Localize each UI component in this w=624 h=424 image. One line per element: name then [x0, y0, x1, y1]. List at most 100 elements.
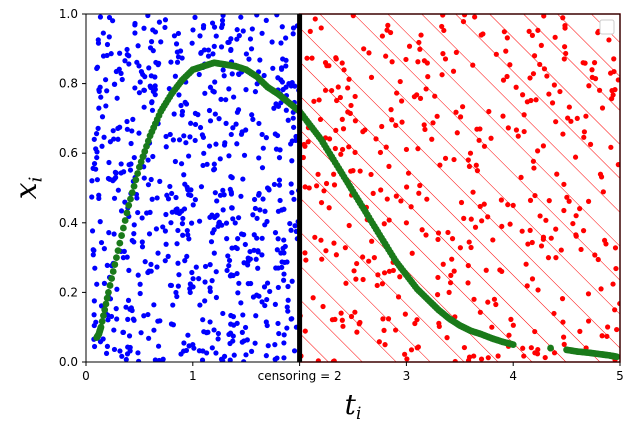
plot-frame: [85, 13, 621, 363]
uncensored-point: [126, 267, 132, 273]
censored-point: [562, 44, 568, 50]
uncensored-point: [253, 256, 259, 262]
uncensored-point: [272, 356, 278, 362]
uncensored-point: [175, 260, 181, 266]
censored-point: [521, 128, 527, 135]
uncensored-point: [223, 120, 229, 126]
censored-point: [551, 310, 557, 317]
uncensored-point: [175, 54, 182, 60]
uncensored-point: [223, 220, 230, 226]
curve-point: [116, 239, 124, 247]
censored-point: [384, 196, 390, 202]
censored-point: [490, 237, 496, 243]
censored-point: [434, 292, 441, 298]
uncensored-point: [137, 281, 143, 287]
uncensored-point: [207, 262, 213, 268]
censored-point: [386, 268, 393, 274]
censored-point: [498, 197, 504, 203]
uncensored-point: [176, 137, 183, 143]
uncensored-point: [124, 46, 130, 53]
uncensored-point: [192, 121, 199, 128]
censored-point: [415, 146, 421, 152]
uncensored-point: [210, 51, 216, 57]
censored-point: [526, 28, 532, 34]
uncensored-point: [270, 65, 276, 71]
uncensored-point: [273, 265, 279, 271]
censored-point: [577, 328, 583, 334]
curve-point: [118, 232, 125, 239]
x-axis-label: ti: [345, 388, 362, 423]
uncensored-point: [117, 348, 123, 354]
uncensored-point: [129, 128, 135, 134]
censored-point: [474, 168, 481, 174]
censored-point: [323, 180, 330, 187]
uncensored-point: [132, 20, 138, 27]
uncensored-point: [241, 359, 247, 362]
uncensored-point: [205, 53, 212, 59]
censored-point: [442, 155, 449, 161]
uncensored-point: [122, 58, 128, 64]
censored-point: [499, 223, 505, 230]
uncensored-point: [215, 330, 221, 337]
uncensored-point: [169, 209, 175, 215]
censored-point: [552, 34, 558, 40]
uncensored-point: [96, 192, 102, 198]
uncensored-point: [252, 205, 259, 212]
censored-point: [318, 237, 324, 243]
uncensored-point: [89, 178, 95, 184]
censored-point: [409, 250, 415, 256]
uncensored-point: [93, 319, 99, 325]
uncensored-point: [175, 30, 182, 37]
censored-point: [485, 355, 491, 361]
uncensored-point: [107, 139, 113, 145]
uncensored-point: [259, 30, 265, 36]
censored-point: [541, 66, 548, 72]
uncensored-point: [187, 134, 193, 140]
censored-point: [326, 205, 332, 211]
censored-point: [471, 353, 477, 359]
uncensored-point: [189, 40, 195, 46]
uncensored-point: [281, 340, 287, 346]
censored-point: [510, 322, 516, 328]
curve-point: [101, 306, 109, 314]
uncensored-point: [115, 136, 121, 142]
censored-point: [395, 294, 402, 300]
censored-point: [572, 154, 579, 160]
uncensored-point: [211, 327, 217, 333]
uncensored-point: [187, 289, 193, 296]
uncensored-point: [145, 269, 151, 276]
censored-point: [354, 260, 360, 267]
uncensored-point: [281, 355, 287, 361]
censored-point: [608, 144, 614, 150]
uncensored-point: [135, 272, 141, 278]
uncensored-point: [247, 36, 254, 42]
curve-point: [109, 268, 117, 275]
censored-point: [423, 86, 429, 92]
uncensored-point: [117, 50, 123, 56]
censored-point: [614, 326, 620, 333]
censored-point: [348, 102, 354, 109]
uncensored-point: [200, 317, 206, 323]
uncensored-point: [127, 348, 133, 354]
curve-point: [137, 158, 145, 166]
censored-point: [544, 73, 550, 79]
uncensored-point: [104, 41, 111, 48]
uncensored-point: [281, 271, 287, 277]
censored-point: [505, 202, 511, 208]
uncensored-point: [125, 316, 131, 322]
uncensored-point: [174, 293, 180, 300]
censored-point: [546, 91, 552, 97]
censored-point: [599, 333, 605, 339]
censored-point: [393, 122, 399, 128]
uncensored-point: [216, 116, 222, 122]
uncensored-point: [94, 177, 100, 183]
censored-point: [380, 316, 386, 322]
uncensored-point: [125, 344, 131, 350]
censored-point: [352, 309, 358, 315]
uncensored-point: [141, 87, 148, 93]
uncensored-point: [102, 77, 109, 83]
uncensored-point: [211, 250, 217, 256]
uncensored-point: [114, 286, 120, 292]
censored-point: [586, 83, 592, 89]
censored-point: [520, 92, 526, 98]
